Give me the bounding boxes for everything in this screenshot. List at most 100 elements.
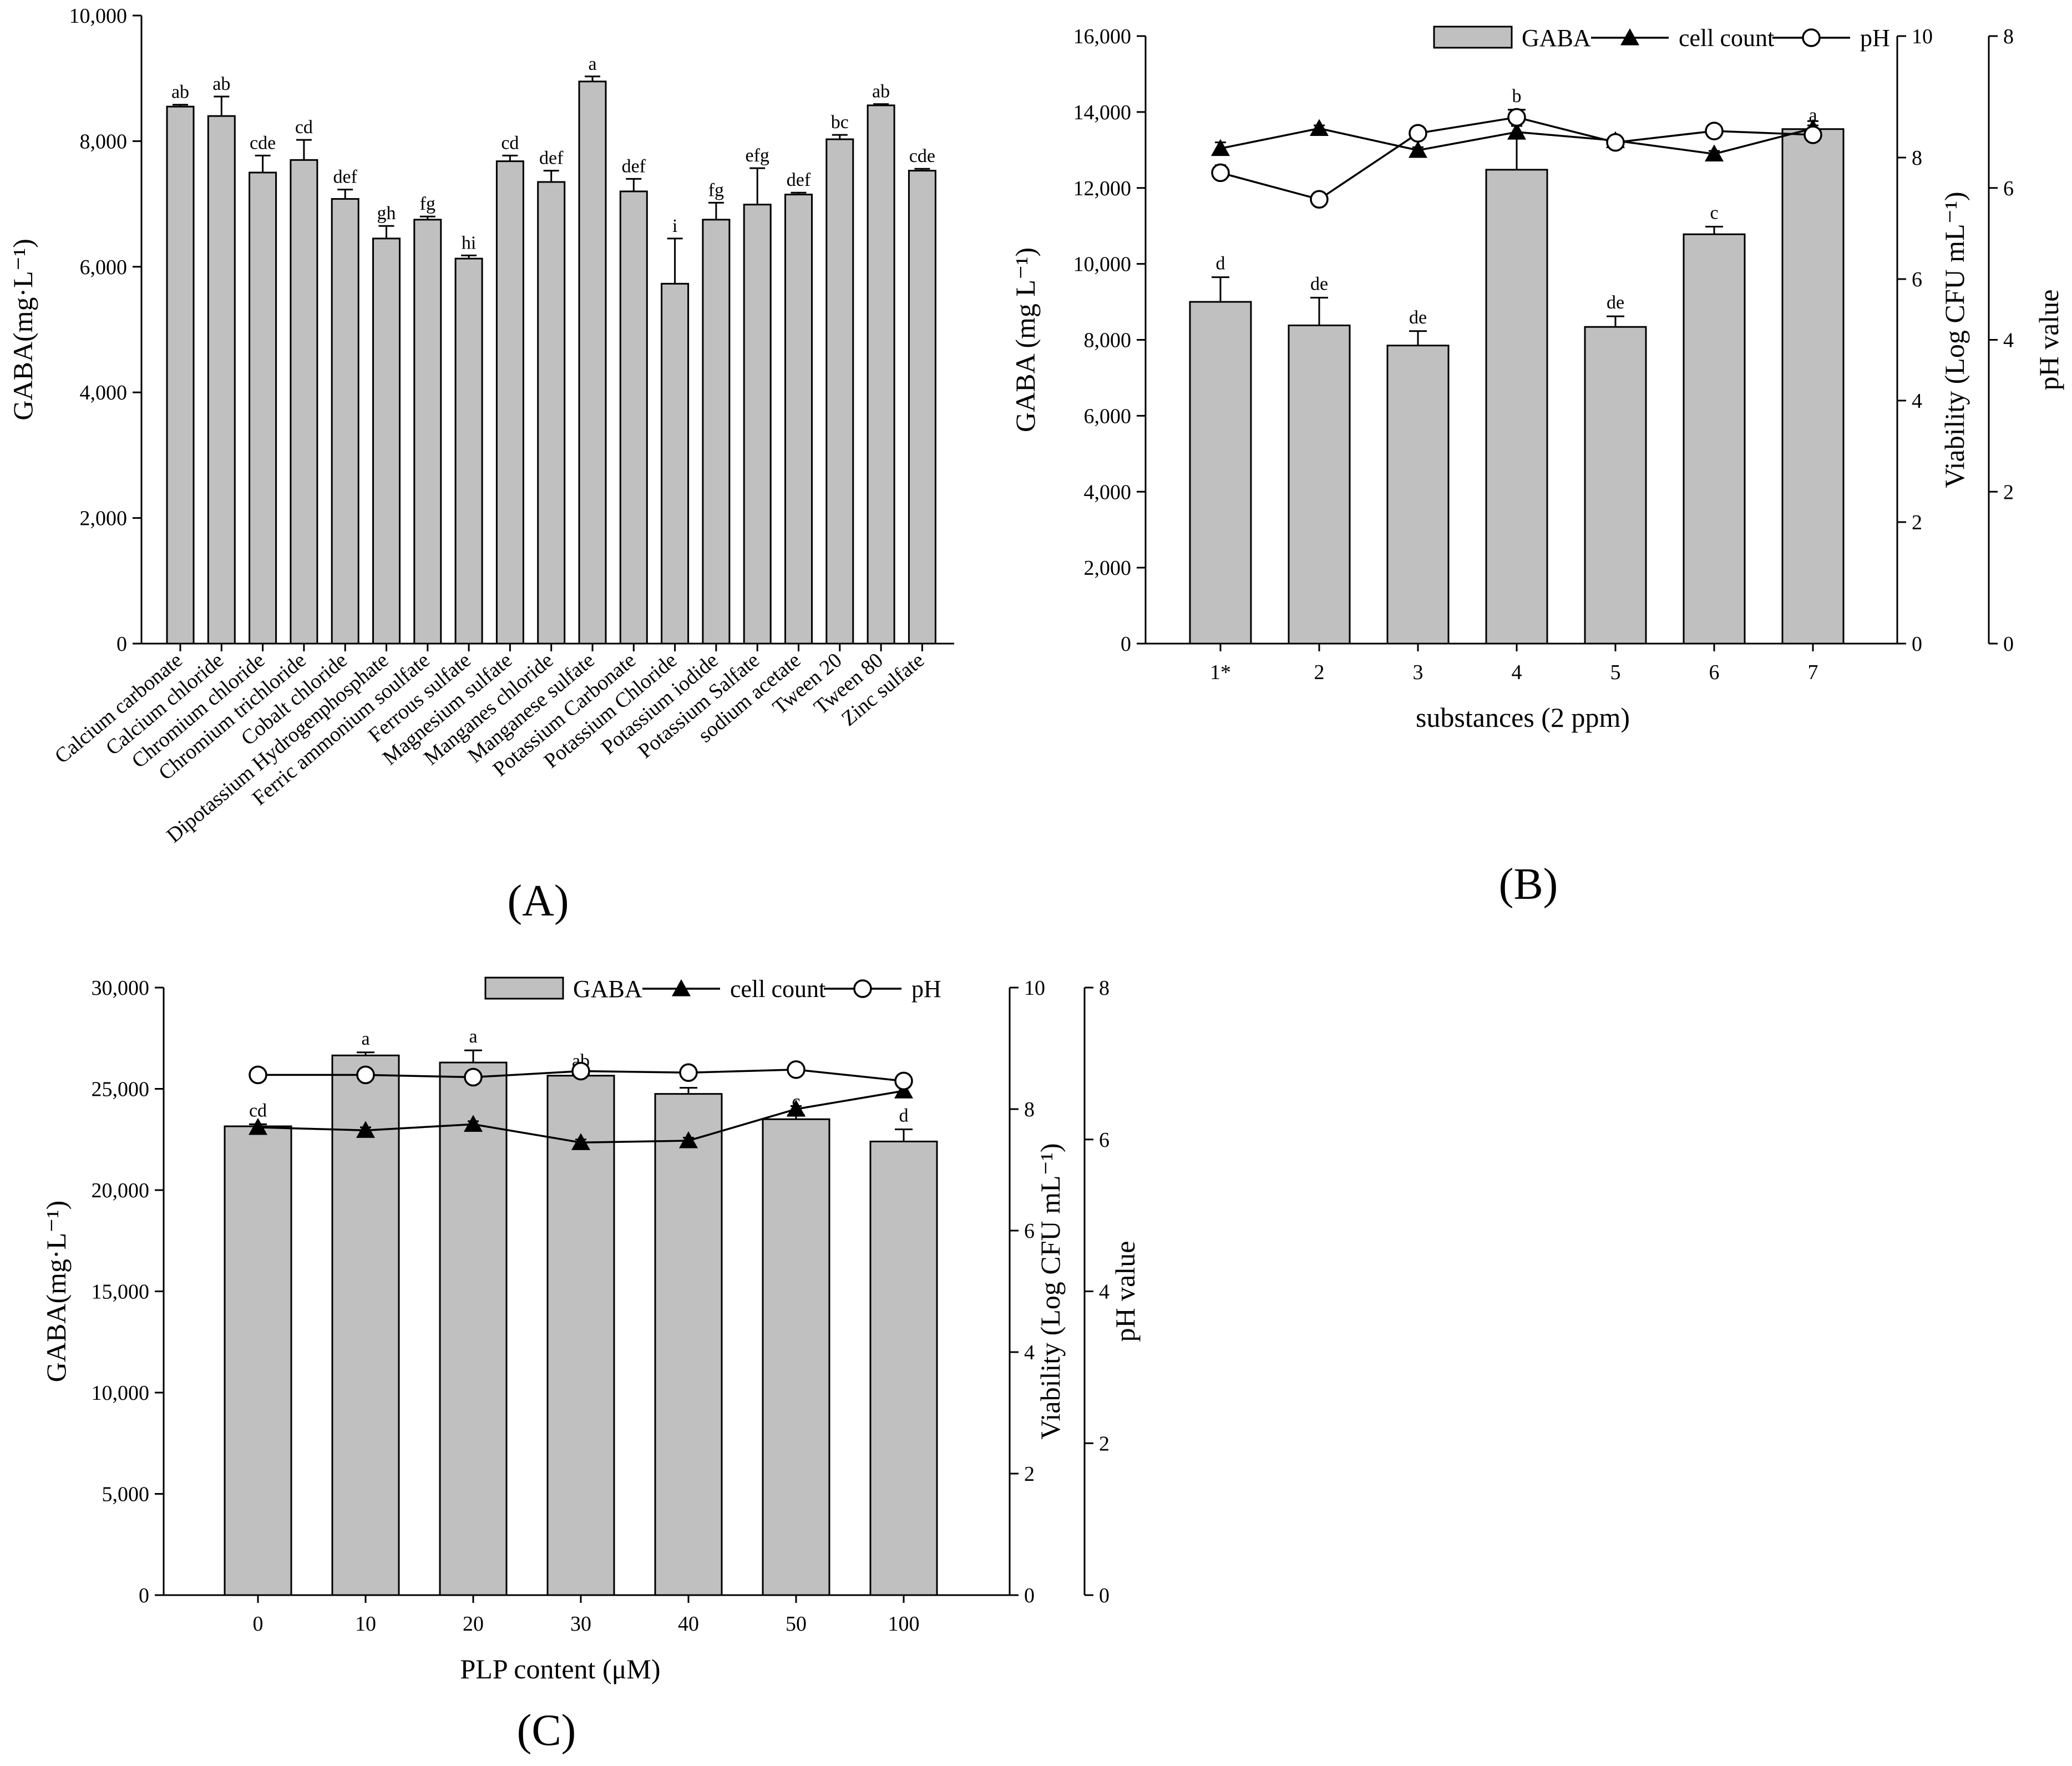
c-y-axis-label-viability: Viability (Log CFU mL⁻¹): [1035, 1143, 1066, 1439]
c-ytick-ph-label: 4: [1099, 1281, 1110, 1304]
a-significance-letter: fg: [708, 180, 724, 200]
b-xtick-label: 7: [1808, 661, 1818, 684]
c-panel-label: (C): [517, 1706, 576, 1755]
a-error-bar: [378, 225, 394, 239]
a-significance-letter: cd: [501, 133, 519, 153]
b-ytick-left-label: 0: [1121, 632, 1131, 656]
c-ph-marker: [356, 1065, 375, 1085]
c-y-axis-label-gaba: GABA(mg·L⁻¹): [40, 1201, 72, 1382]
b-significance-letter: c: [1710, 203, 1718, 224]
c-cell-count-marker: [787, 1100, 806, 1117]
a-significance-letter: cde: [909, 146, 935, 166]
b-gaba-bar: [1189, 301, 1252, 645]
a-significance-letter: def: [539, 148, 564, 169]
b-legend-ph-label: pH: [1860, 24, 1890, 52]
b-ytick-viability-label: 4: [1912, 389, 1922, 413]
b-significance-letter: de: [1607, 292, 1624, 313]
b-significance-letter: de: [1310, 274, 1328, 295]
panel-b-chart: 0 2,000 4,000 6,000 8,000 10,000 12,000 14,000 1…: [1010, 24, 2064, 909]
a-error-bar: [543, 170, 559, 182]
b-legend: GABA cell count pH: [1433, 24, 1890, 52]
a-bar: [702, 219, 731, 645]
a-ytick-label: 0: [116, 632, 127, 656]
b-gaba-bar: [1683, 233, 1746, 645]
c-xtick-label: 50: [786, 1612, 807, 1636]
b-gaba-bar: [1288, 324, 1351, 645]
b-legend-cell-marker: [1620, 28, 1639, 45]
b-cell-count-marker: [1310, 119, 1329, 136]
c-legend-gaba-swatch: [484, 976, 564, 1000]
a-bar: [331, 198, 359, 645]
b-ytick-left-label: 8,000: [1084, 329, 1132, 352]
a-error-bar: [296, 139, 312, 160]
c-xtick-label: 100: [888, 1612, 920, 1636]
b-xtick-label: 2: [1314, 661, 1325, 684]
a-bar: [495, 160, 524, 645]
c-ph-marker: [894, 1071, 913, 1091]
b-ytick-left-label: 2,000: [1084, 556, 1132, 580]
b-gaba-bar: [1386, 345, 1450, 645]
a-error-bar: [585, 75, 600, 82]
a-bar: [537, 181, 566, 645]
c-gaba-bar: [331, 1054, 400, 1596]
c-legend-ph-marker: [853, 979, 872, 998]
c-gaba-bar: [224, 1125, 292, 1596]
c-gaba-bar: [869, 1140, 938, 1596]
b-xtick-label: 5: [1610, 661, 1621, 684]
a-error-bar: [502, 154, 518, 161]
b-gaba-error-bar: [1705, 226, 1723, 235]
a-error-bar: [255, 154, 271, 173]
c-ph-marker: [249, 1065, 267, 1085]
b-legend-cell-label: cell count: [1679, 24, 1774, 52]
b-ph-marker: [1211, 163, 1230, 183]
a-panel-label: (A): [507, 877, 569, 925]
b-gaba-error-bar: [1409, 330, 1427, 346]
b-cell-count-marker: [1705, 144, 1724, 162]
b-ytick-viability-label: 6: [1912, 268, 1922, 291]
c-ytick-ph-label: 6: [1099, 1129, 1110, 1152]
b-ytick-viability-label: 0: [1912, 632, 1922, 656]
c-xtick-label: 30: [570, 1612, 591, 1636]
a-bar: [578, 80, 607, 645]
a-significance-letter: gh: [377, 203, 396, 224]
a-bar: [207, 115, 236, 645]
b-ytick-ph-label: 2: [2003, 480, 2014, 504]
c-ytick-left-label: 15,000: [92, 1281, 150, 1304]
a-significance-letter: def: [333, 167, 357, 188]
a-significance-letter: efg: [745, 145, 769, 166]
c-y-axis-label-ph: pH value: [1110, 1241, 1141, 1342]
c-ytick-left-label: 25,000: [92, 1078, 150, 1101]
a-bar: [784, 194, 813, 645]
a-bar: [661, 282, 690, 645]
b-ytick-ph-label: 4: [2003, 329, 2014, 352]
b-y-axis-label-gaba: GABA (mg L⁻¹): [1010, 247, 1041, 432]
b-ytick-left-label: 4,000: [1084, 480, 1132, 504]
c-ytick-viability-label: 8: [1024, 1098, 1035, 1121]
a-significance-letter: cd: [295, 117, 313, 138]
a-bar: [249, 171, 277, 645]
b-significance-letter: b: [1512, 86, 1522, 107]
a-bar: [290, 159, 318, 645]
a-significance-letter: ab: [872, 82, 890, 102]
a-error-bar: [419, 215, 435, 220]
a-error-bar: [832, 134, 848, 140]
c-cell-count-marker: [464, 1115, 483, 1132]
b-ph-marker: [1606, 133, 1625, 152]
b-significance-letter: de: [1409, 307, 1427, 328]
c-x-axis-label: PLP content (μM): [460, 1653, 660, 1684]
a-ytick-label: 10,000: [69, 4, 128, 28]
b-ytick-left-label: 6,000: [1084, 404, 1132, 428]
c-cell-count-marker: [249, 1117, 267, 1135]
c-cell-count-marker: [679, 1131, 698, 1148]
a-significance-letter: cde: [250, 133, 276, 153]
b-xtick-label: 3: [1413, 661, 1423, 684]
a-significance-letter: hi: [462, 232, 476, 253]
b-y-axis-label-viability: Viability (Log CFU mL⁻¹): [1939, 191, 1970, 488]
a-bar: [454, 257, 483, 645]
b-gaba-bar: [1485, 169, 1548, 645]
a-ytick-label: 4,000: [80, 381, 128, 404]
a-ytick-label: 2,000: [80, 507, 128, 530]
b-ytick-ph-label: 6: [2003, 177, 2014, 200]
a-significance-letter: def: [622, 156, 646, 176]
